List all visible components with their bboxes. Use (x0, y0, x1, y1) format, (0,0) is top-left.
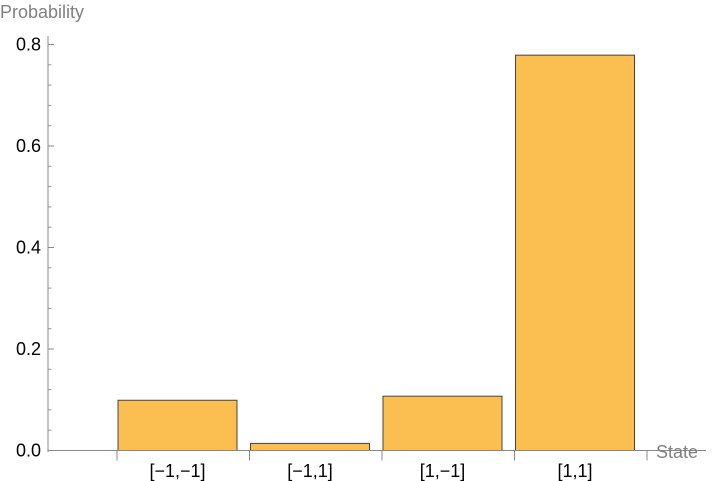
x-tick-label: [1,−1] (420, 461, 466, 481)
y-tick-label: 0.6 (16, 136, 41, 156)
bar (250, 442, 370, 451)
bar (382, 395, 503, 452)
x-tick-label: [−1,1] (287, 461, 333, 481)
x-ticks: [−1,−1] [−1,1] [1,−1] [1,1] (116, 450, 648, 481)
y-minor-ticks (48, 64, 52, 431)
x-tick-label: [1,1] (557, 461, 592, 481)
bar (515, 54, 635, 451)
y-major-ticks: 0.0 0.2 0.4 0.6 0.8 (16, 35, 54, 461)
bar (117, 399, 238, 452)
y-tick-label: 0.8 (16, 35, 41, 55)
x-axis-title: State (656, 442, 698, 462)
y-tick-label: 0.2 (16, 339, 41, 359)
y-tick-label: 0.4 (16, 238, 41, 258)
bars (117, 54, 635, 452)
y-axis-title: Probability (0, 2, 84, 22)
y-tick-label: 0.0 (16, 441, 41, 461)
x-tick-label: [−1,−1] (149, 461, 205, 481)
